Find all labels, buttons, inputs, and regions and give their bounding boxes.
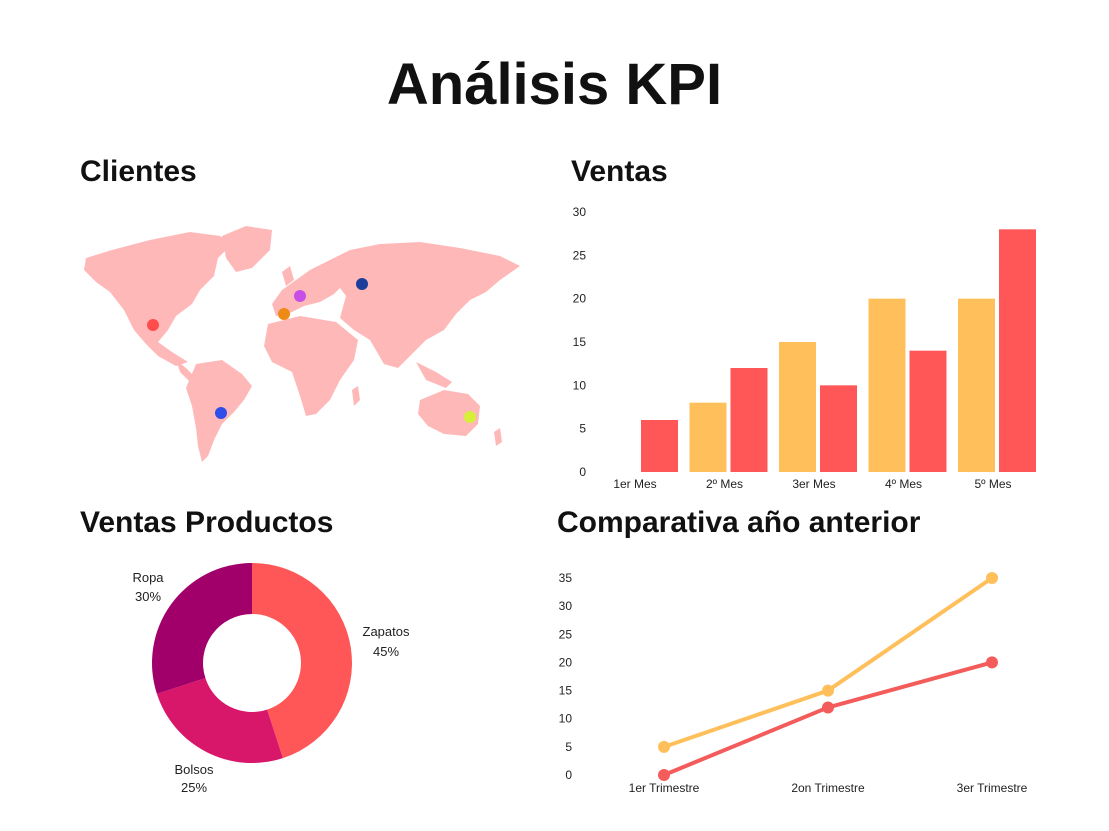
bar-ytick-label: 10 xyxy=(573,378,587,392)
donut-slice xyxy=(252,563,352,759)
bar xyxy=(779,342,816,472)
donut-label: Ropa xyxy=(132,570,164,585)
europe-marker xyxy=(294,290,306,302)
donut-pct-label: 25% xyxy=(181,780,207,795)
bar-xtick-label: 1er Mes xyxy=(613,477,656,491)
line-point xyxy=(658,740,670,753)
bar-ytick-label: 25 xyxy=(573,248,587,262)
comparativa-title: Comparativa año anterior xyxy=(557,506,921,539)
line-point xyxy=(986,656,998,669)
bar xyxy=(999,229,1036,472)
ventas-productos-title: Ventas Productos xyxy=(80,506,334,539)
line-point xyxy=(822,684,834,697)
north-america-shape xyxy=(84,232,232,366)
page-title: Análisis KPI xyxy=(386,52,723,117)
bar-xtick-label: 5º Mes xyxy=(974,477,1011,491)
australia-shape xyxy=(418,390,480,436)
madagascar-shape xyxy=(352,386,360,406)
line-xtick-label: 3er Trimestre xyxy=(957,781,1028,795)
new-zealand-shape xyxy=(494,428,502,446)
series-line xyxy=(663,576,994,749)
line-point xyxy=(822,701,834,714)
europe-shape xyxy=(272,262,346,316)
clientes-title: Clientes xyxy=(80,155,197,188)
bar xyxy=(730,368,768,472)
line-ytick-label: 10 xyxy=(559,712,573,726)
asia-shape xyxy=(326,242,520,368)
russia-marker xyxy=(356,278,368,290)
line-ytick-label: 15 xyxy=(559,684,573,698)
line-ytick-label: 5 xyxy=(565,740,572,754)
line-point xyxy=(986,572,998,584)
line-point xyxy=(658,769,670,781)
iberia-marker xyxy=(278,308,290,320)
series-line xyxy=(663,660,993,777)
donut-label: Bolsos xyxy=(174,762,214,777)
australia-marker xyxy=(464,411,476,423)
uk-shape xyxy=(282,266,294,286)
line-ytick-label: 35 xyxy=(559,571,573,585)
bar-xtick-label: 2º Mes xyxy=(706,477,743,491)
line-ytick-label: 0 xyxy=(565,768,572,782)
bar-ytick-label: 20 xyxy=(573,292,587,306)
bar-ytick-label: 5 xyxy=(579,422,586,436)
bar xyxy=(909,350,947,472)
ventas-title: Ventas xyxy=(571,155,668,188)
bar-xtick-label: 3er Mes xyxy=(792,477,835,491)
line-ytick-label: 30 xyxy=(559,599,573,613)
line-ytick-label: 20 xyxy=(559,655,573,669)
southeast-asia-shape xyxy=(416,362,452,388)
africa-shape xyxy=(264,316,358,416)
world-map xyxy=(84,226,520,462)
bar-ytick-label: 0 xyxy=(579,465,586,479)
north-america-marker xyxy=(147,319,159,331)
bar xyxy=(689,402,727,472)
donut-slice xyxy=(152,563,252,694)
bar-ytick-label: 15 xyxy=(573,335,587,349)
line-xtick-label: 1er Trimestre xyxy=(629,781,700,795)
donut-pct-label: 30% xyxy=(135,589,161,604)
line-xtick-label: 2on Trimestre xyxy=(791,781,865,795)
bar xyxy=(958,298,995,472)
donut-slice xyxy=(156,678,283,763)
south-america-marker xyxy=(215,407,227,419)
donut-label: Zapatos xyxy=(363,624,410,639)
bar xyxy=(641,420,678,472)
donut-pct-label: 45% xyxy=(373,644,399,659)
bar-xtick-label: 4º Mes xyxy=(885,477,922,491)
line-ytick-label: 25 xyxy=(559,627,573,641)
bar-ytick-label: 30 xyxy=(573,205,587,219)
greenland-shape xyxy=(222,226,272,272)
bar xyxy=(868,298,906,472)
bar xyxy=(820,385,857,472)
